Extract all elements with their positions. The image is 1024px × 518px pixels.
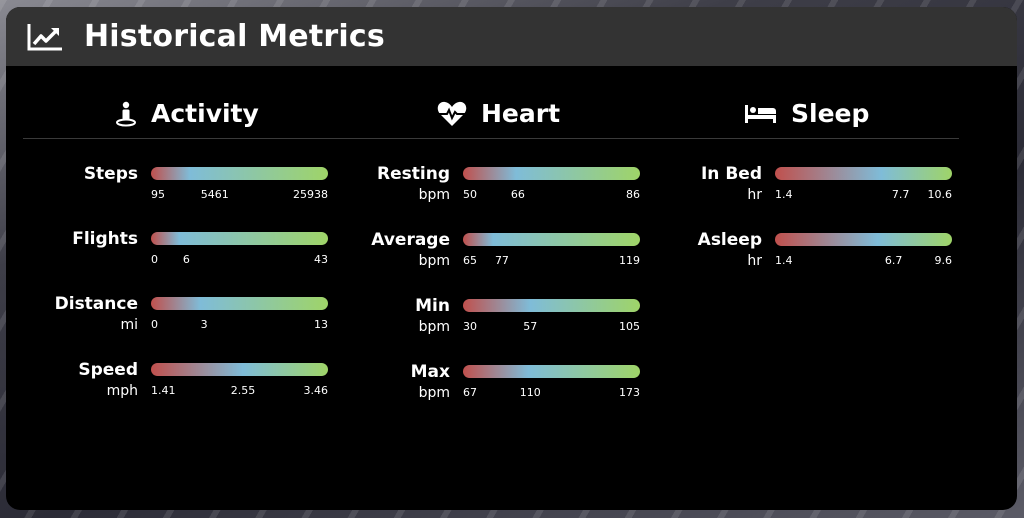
- range-bar: [463, 233, 640, 246]
- metric-asleep: Asleep hr 1.4 6.7 9.6: [697, 230, 952, 269]
- range-bar: [463, 365, 640, 378]
- range-bar: [151, 167, 328, 180]
- section-title-activity: Activity: [115, 99, 259, 128]
- metric-in-bed: In Bed hr 1.4 7.7 10.6: [700, 164, 952, 203]
- metric-distance: Distance mi 0 3 13: [54, 294, 328, 333]
- historical-metrics-panel: Historical Metrics Activity Heart: [6, 7, 1017, 510]
- page-title: Historical Metrics: [84, 19, 385, 54]
- heart-pulse-icon: [437, 101, 467, 126]
- metric-steps: Steps 95 5461 25938: [83, 164, 328, 201]
- range-bar: [463, 299, 640, 312]
- panel-header: Historical Metrics: [6, 7, 1017, 66]
- range-bar: [775, 167, 952, 180]
- section-title-heart: Heart: [437, 99, 560, 128]
- metric-resting-heart-rate: Resting bpm 50 66 86: [377, 164, 640, 203]
- metric-average-heart-rate: Average bpm 65 77 119: [371, 230, 640, 269]
- person-standing-icon: [116, 101, 136, 126]
- range-bar: [151, 232, 328, 245]
- metric-min-heart-rate: Min bpm 30 57 105: [415, 296, 640, 335]
- metric-flights: Flights 0 6 43: [72, 229, 328, 266]
- section-title-sleep: Sleep: [745, 99, 869, 128]
- range-bar: [463, 167, 640, 180]
- range-bar: [151, 297, 328, 310]
- range-bar: [775, 233, 952, 246]
- range-bar: [151, 363, 328, 376]
- line-chart-icon: [27, 23, 62, 50]
- metric-speed: Speed mph 1.41 2.55 3.46: [78, 360, 328, 399]
- metric-max-heart-rate: Max bpm 67 110 173: [410, 362, 640, 401]
- bed-icon: [745, 104, 776, 123]
- section-headers: Activity Heart Sleep: [23, 66, 959, 139]
